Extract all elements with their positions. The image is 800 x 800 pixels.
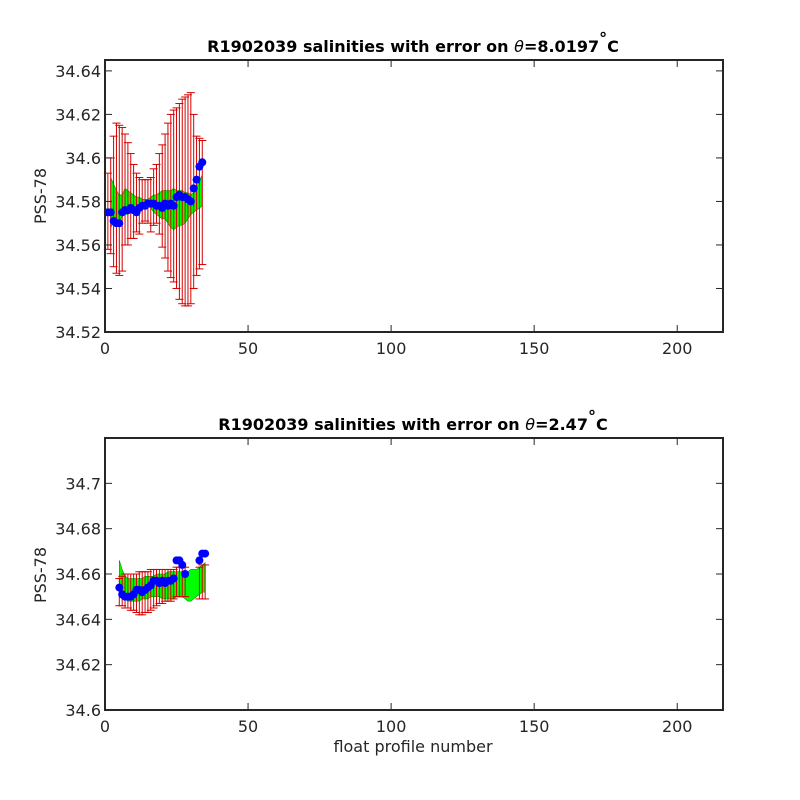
y-tick-label: 34.62: [55, 105, 101, 124]
error-bar: [115, 124, 124, 276]
x-tick-label: 100: [376, 717, 407, 736]
x-tick-label: 200: [662, 339, 693, 358]
x-tick-label: 150: [519, 339, 550, 358]
top-panel-x-ticks: 0 50 100 150 200: [100, 60, 693, 358]
bottom-panel-ylabel: PSS-78: [31, 547, 50, 603]
y-tick-label: 34.6: [65, 701, 101, 720]
x-tick-label: 150: [519, 717, 550, 736]
y-tick-label: 34.68: [55, 520, 101, 539]
bottom-panel: R1902039 salinities with error on θ=2.47…: [31, 407, 724, 756]
y-tick-label: 34.66: [55, 565, 101, 584]
y-tick-label: 34.54: [55, 279, 101, 298]
x-tick-label: 100: [376, 339, 407, 358]
x-tick-label: 200: [662, 717, 693, 736]
bottom-panel-title: R1902039 salinities with error on θ=2.47…: [218, 407, 607, 434]
salinity-point: [106, 208, 115, 217]
y-tick-label: 34.64: [55, 610, 101, 629]
bottom-panel-axes-box: [104, 437, 724, 711]
top-panel-salinity-points: [103, 158, 207, 228]
x-tick-label: 0: [100, 717, 110, 736]
x-tick-label: 50: [238, 717, 258, 736]
salinity-point: [186, 197, 195, 206]
salinity-point: [169, 574, 178, 583]
top-panel-axes-box: [104, 59, 724, 333]
y-tick-label: 34.7: [65, 474, 101, 493]
salinity-point: [115, 583, 124, 592]
bottom-panel-salinity-points: [115, 549, 210, 601]
x-tick-label: 50: [238, 339, 258, 358]
top-panel-title: R1902039 salinities with error on θ=8.01…: [207, 29, 619, 56]
top-panel-y-ticks: 34.52 34.54 34.56 34.58 34.6 34.62 34.64: [55, 62, 723, 342]
salinity-point: [178, 560, 187, 569]
salinity-point: [201, 549, 210, 558]
salinity-point: [192, 175, 201, 184]
bottom-panel-x-ticks: 0 50 100 150 200: [100, 438, 693, 736]
error-bar: [201, 564, 210, 600]
y-tick-label: 34.64: [55, 62, 101, 81]
salinity-point: [169, 201, 178, 210]
y-tick-label: 34.52: [55, 323, 101, 342]
error-bar: [118, 126, 127, 272]
bottom-panel-xlabel: float profile number: [333, 737, 493, 756]
top-panel-error-bars: [103, 92, 207, 307]
top-panel: R1902039 salinities with error on θ=8.01…: [31, 29, 724, 358]
error-bar: [192, 135, 201, 276]
error-bar: [129, 163, 138, 239]
bottom-panel-y-ticks: 34.6 34.62 34.64 34.66 34.68 34.7: [55, 474, 723, 720]
top-panel-ylabel: PSS-78: [31, 168, 50, 224]
y-tick-label: 34.62: [55, 656, 101, 675]
salinity-point: [189, 184, 198, 193]
salinity-point: [195, 556, 204, 565]
x-tick-label: 0: [100, 339, 110, 358]
salinity-point: [115, 219, 124, 228]
salinity-point: [181, 570, 190, 578]
error-bar: [123, 142, 132, 246]
y-tick-label: 34.58: [55, 192, 101, 211]
y-tick-label: 34.6: [65, 149, 101, 168]
salinity-point: [198, 158, 207, 167]
y-tick-label: 34.56: [55, 236, 101, 255]
